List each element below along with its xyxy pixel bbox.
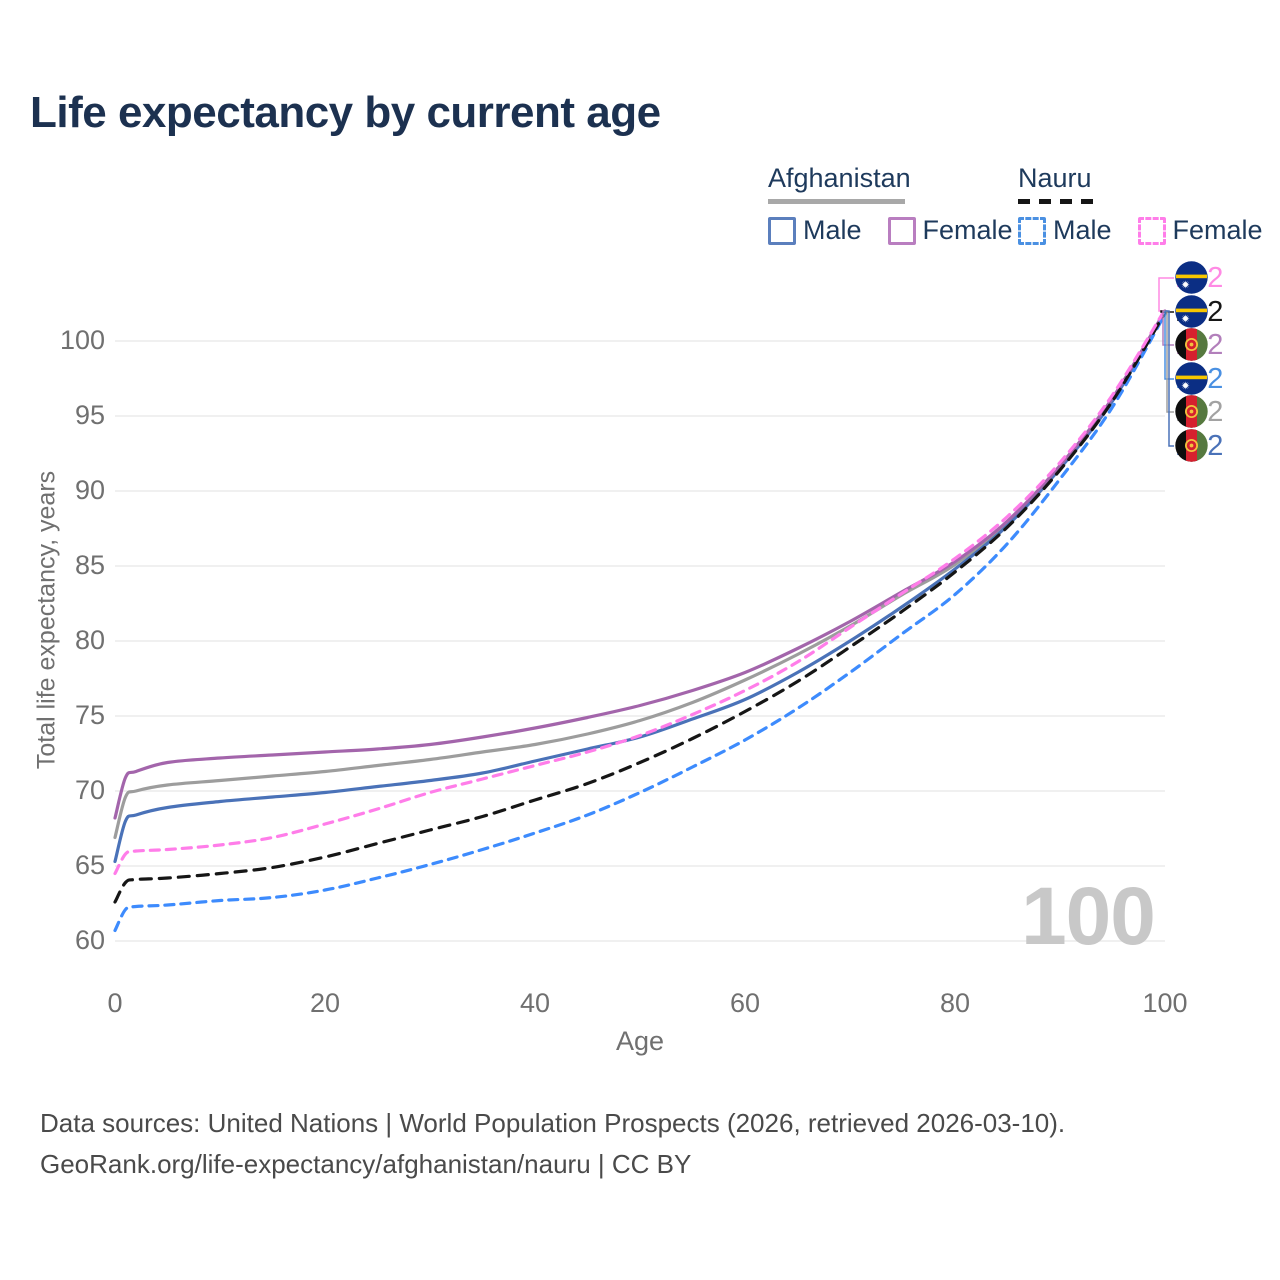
series-line-afghanistan — [113, 310, 1167, 840]
y-tick-label: 70 — [74, 775, 105, 805]
series-line-afghanistan-female — [113, 309, 1167, 820]
x-axis-title: Age — [615, 1026, 665, 1056]
x-tick-label: 20 — [309, 988, 341, 1018]
x-tick-label: 0 — [107, 988, 123, 1018]
legend-country-afghanistan: Afghanistan — [768, 163, 911, 193]
chart-title: Life expectancy by current age — [30, 88, 661, 137]
nauru-flag-icon — [1175, 295, 1208, 328]
series-end-label-nauru: 102 — [1175, 295, 1223, 329]
x-tick-label: 80 — [939, 988, 971, 1018]
afghanistan-flag-icon — [1175, 395, 1208, 428]
legend-checkbox-afghanistan-female[interactable]: Female — [887, 215, 1013, 246]
age-watermark: 100 — [1021, 871, 1156, 962]
y-tick-label: 90 — [74, 475, 105, 505]
legend-checkbox-afghanistan-male[interactable]: Male — [768, 215, 862, 246]
legend-country-nauru: Nauru — [1018, 163, 1092, 193]
x-tick-label: 60 — [729, 988, 761, 1018]
nauru-flag-icon — [1175, 261, 1208, 294]
afghanistan-flag-icon — [1175, 429, 1208, 462]
series-end-label-afghanistan-male: 102 — [1175, 429, 1223, 463]
y-tick-label: 85 — [74, 550, 105, 580]
afghanistan-flag-icon — [1175, 328, 1208, 361]
checkbox-icon[interactable] — [887, 216, 916, 245]
legend-label: Female — [1172, 215, 1263, 245]
legend-label: Male — [803, 215, 862, 245]
data-sources-line: Data sources: United Nations | World Pop… — [40, 1108, 1066, 1138]
checkbox-icon[interactable] — [1137, 216, 1166, 245]
legend-label: Female — [922, 215, 1013, 245]
series-end-label-afghanistan-female: 102 — [1175, 328, 1223, 362]
series-end-label-nauru-female: 102 — [1175, 261, 1223, 295]
y-tick-label: 60 — [74, 925, 105, 955]
nauru-flag-icon — [1175, 362, 1208, 395]
end-label-connector — [1164, 311, 1174, 380]
series-line-afghanistan-male — [113, 310, 1167, 864]
checkbox-icon[interactable] — [768, 216, 796, 245]
legend-underline-afghanistan — [768, 199, 905, 204]
series-line-nauru — [113, 310, 1167, 904]
y-tick-label: 95 — [74, 400, 105, 430]
series-line-nauru-female — [113, 307, 1167, 876]
y-tick-label: 75 — [74, 700, 105, 730]
legend-checkbox-nauru-female[interactable]: Female — [1137, 215, 1263, 246]
legend-group-afghanistan: Afghanistan Male Female — [768, 163, 1013, 246]
legend-group-nauru: Nauru Male Female — [1018, 163, 1263, 246]
x-tick-label: 40 — [519, 988, 551, 1018]
series-line-nauru-male — [113, 312, 1167, 933]
legend-underline-nauru — [1018, 199, 1094, 204]
x-tick-label: 100 — [1142, 988, 1188, 1018]
end-label-connector — [1158, 277, 1174, 312]
footer: Data sources: United Nations | World Pop… — [40, 1103, 1065, 1185]
legend-label: Male — [1053, 215, 1112, 245]
series-end-label-nauru-male: 102 — [1175, 362, 1223, 396]
series-end-label-afghanistan: 102 — [1175, 395, 1223, 429]
y-tick-label: 80 — [74, 625, 105, 655]
legend-checkbox-nauru-male[interactable]: Male — [1018, 215, 1112, 246]
checkbox-icon[interactable] — [1018, 216, 1046, 245]
y-tick-label: 100 — [59, 325, 105, 355]
y-tick-label: 65 — [74, 850, 105, 880]
attribution-line: GeoRank.org/life-expectancy/afghanistan/… — [40, 1149, 692, 1179]
end-label-connector — [1165, 310, 1174, 447]
